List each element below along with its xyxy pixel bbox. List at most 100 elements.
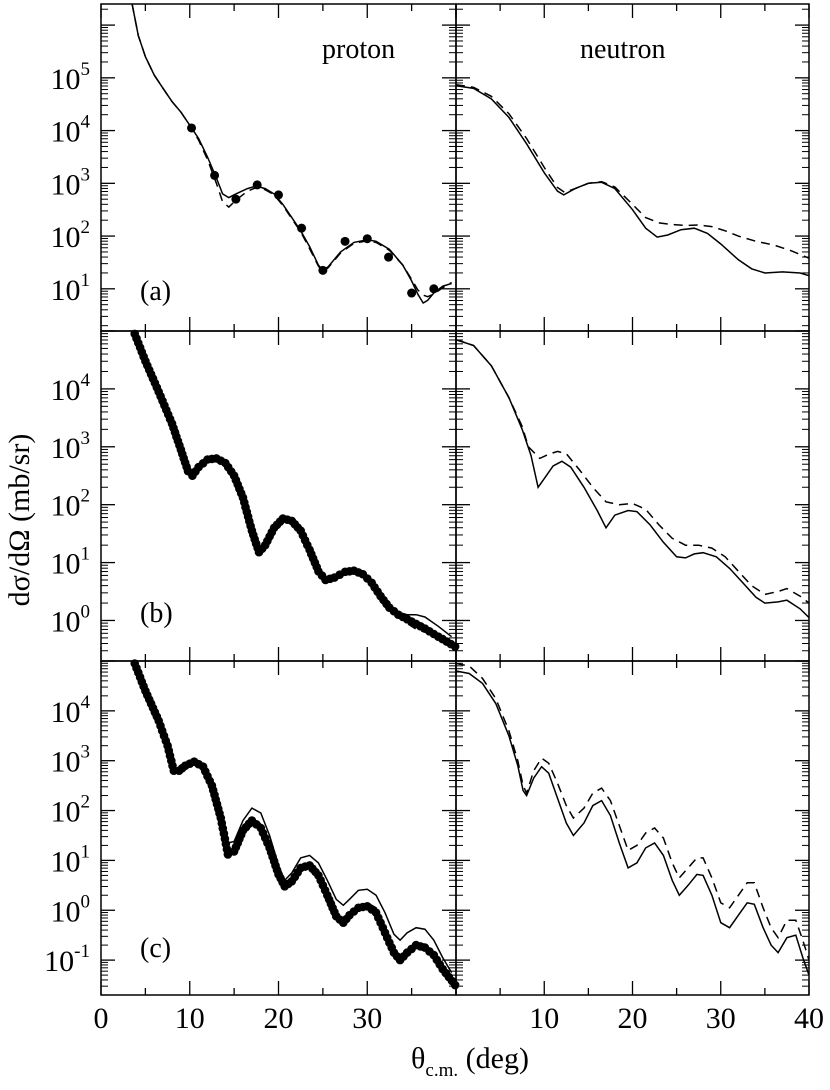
x-tick-label-left: 0 xyxy=(94,1002,109,1035)
dashed-curve-b-proton xyxy=(131,332,452,646)
solid-curve-b-neutron xyxy=(456,338,809,619)
data-point-a-proton xyxy=(362,234,372,244)
axis-ticks xyxy=(100,4,810,996)
data-point-a-proton xyxy=(318,265,328,275)
dashed-curve-c-neutron xyxy=(456,662,809,961)
y-tick-label-a: 101 xyxy=(51,270,91,307)
x-tick-label-right: 40 xyxy=(794,1002,824,1035)
data-point-a-proton xyxy=(407,288,417,298)
y-tick-label-a: 105 xyxy=(51,59,91,96)
y-tick-base: 10 xyxy=(51,168,81,201)
x-tick-label-right: 10 xyxy=(529,1002,559,1035)
experimental-points xyxy=(130,123,460,990)
y-tick-base: 10 xyxy=(51,490,81,523)
y-tick-label-c: 103 xyxy=(51,742,91,779)
y-tick-exponent: 2 xyxy=(81,217,91,238)
y-tick-base: 10 xyxy=(51,116,81,149)
y-axis-title: dσ/dΩ (mb/sr) xyxy=(3,434,36,607)
y-tick-base: 10 xyxy=(51,548,81,581)
model-curves xyxy=(131,4,809,981)
y-tick-base: 10 xyxy=(51,746,81,779)
dashed-curve-c-proton xyxy=(131,662,453,981)
panel-frames xyxy=(100,3,810,996)
y-tick-exponent: 3 xyxy=(81,428,91,449)
data-point-a-proton xyxy=(384,252,394,262)
solid-curve-c-proton xyxy=(131,662,453,973)
solid-curve-a-neutron xyxy=(456,85,809,277)
x-tick-label-right: 20 xyxy=(618,1002,648,1035)
x-axis-unit: (deg) xyxy=(458,1042,529,1075)
y-tick-base: 10 xyxy=(51,63,81,96)
y-tick-label-c: 101 xyxy=(51,841,91,878)
y-tick-base: 10 xyxy=(51,221,81,254)
column-label-proton: proton xyxy=(322,34,395,65)
data-point-a-proton xyxy=(187,123,197,133)
panel-label-b: (b) xyxy=(140,598,173,629)
solid-curve-a-proton xyxy=(131,4,452,305)
y-tick-exponent: 1 xyxy=(81,544,91,565)
y-tick-exponent: 4 xyxy=(81,370,91,391)
y-tick-base: 10 xyxy=(44,945,74,978)
x-axis-symbol: θ xyxy=(411,1042,425,1075)
data-point-a-proton xyxy=(252,180,262,190)
y-tick-base: 10 xyxy=(51,845,81,878)
data-point-c-proton xyxy=(450,980,460,990)
y-tick-label-c: 100 xyxy=(51,891,91,928)
panel-label-c: (c) xyxy=(140,933,171,964)
x-tick-label-left: 10 xyxy=(175,1002,205,1035)
y-tick-label-c: 102 xyxy=(51,792,91,829)
data-point-a-proton xyxy=(210,170,220,180)
axis-tick-labels: 10110210310410510010110210310410-1100101… xyxy=(44,59,824,1035)
data-point-a-proton xyxy=(274,190,283,200)
y-tick-base: 10 xyxy=(51,895,81,928)
data-point-a-proton xyxy=(231,194,241,204)
frame-c-neutron xyxy=(455,660,810,996)
y-tick-label-c: 10-1 xyxy=(44,941,90,978)
y-tick-exponent: -1 xyxy=(74,941,90,962)
y-tick-exponent: 3 xyxy=(81,742,91,763)
x-tick-label-left: 20 xyxy=(264,1002,294,1035)
y-tick-label-b: 104 xyxy=(51,370,91,407)
y-tick-exponent: 2 xyxy=(81,792,91,813)
x-axis-subscript: c.m. xyxy=(425,1060,458,1081)
y-tick-base: 10 xyxy=(51,605,81,638)
y-tick-label-a: 103 xyxy=(51,164,91,201)
column-label-neutron: neutron xyxy=(580,34,666,65)
data-point-a-proton xyxy=(429,284,439,294)
y-tick-label-a: 104 xyxy=(51,112,91,149)
y-tick-base: 10 xyxy=(51,274,81,307)
frame-b-neutron xyxy=(455,330,810,662)
dashed-curve-b-neutron xyxy=(456,338,809,604)
dashed-curve-a-proton xyxy=(131,4,452,298)
x-axis-title: θc.m. (deg) xyxy=(411,1042,529,1081)
y-tick-exponent: 2 xyxy=(81,486,91,507)
y-tick-base: 10 xyxy=(51,374,81,407)
dashed-curve-a-neutron xyxy=(456,83,809,259)
y-tick-exponent: 4 xyxy=(81,692,91,713)
panel-label-a: (a) xyxy=(140,276,171,307)
x-tick-label-left: 30 xyxy=(352,1002,382,1035)
y-tick-label-a: 102 xyxy=(51,217,91,254)
x-tick-label-right: 30 xyxy=(706,1002,736,1035)
y-tick-label-b: 103 xyxy=(51,428,91,465)
solid-curve-c-neutron xyxy=(456,670,809,976)
data-point-b-proton xyxy=(450,642,460,651)
y-tick-exponent: 0 xyxy=(81,601,91,622)
y-tick-label-b: 101 xyxy=(51,544,91,581)
y-tick-label-c: 104 xyxy=(51,692,91,729)
y-tick-base: 10 xyxy=(51,696,81,729)
y-tick-base: 10 xyxy=(51,432,81,465)
data-point-a-proton xyxy=(297,223,307,233)
y-tick-exponent: 1 xyxy=(81,841,91,862)
y-tick-exponent: 0 xyxy=(81,891,91,912)
y-tick-label-b: 102 xyxy=(51,486,91,523)
y-tick-label-b: 100 xyxy=(51,601,91,638)
y-tick-exponent: 4 xyxy=(81,112,91,133)
solid-curve-b-proton xyxy=(131,332,453,638)
y-tick-exponent: 5 xyxy=(81,59,91,80)
y-tick-base: 10 xyxy=(51,796,81,829)
y-tick-exponent: 3 xyxy=(81,164,91,185)
data-point-a-proton xyxy=(340,236,350,246)
y-tick-exponent: 1 xyxy=(81,270,91,291)
